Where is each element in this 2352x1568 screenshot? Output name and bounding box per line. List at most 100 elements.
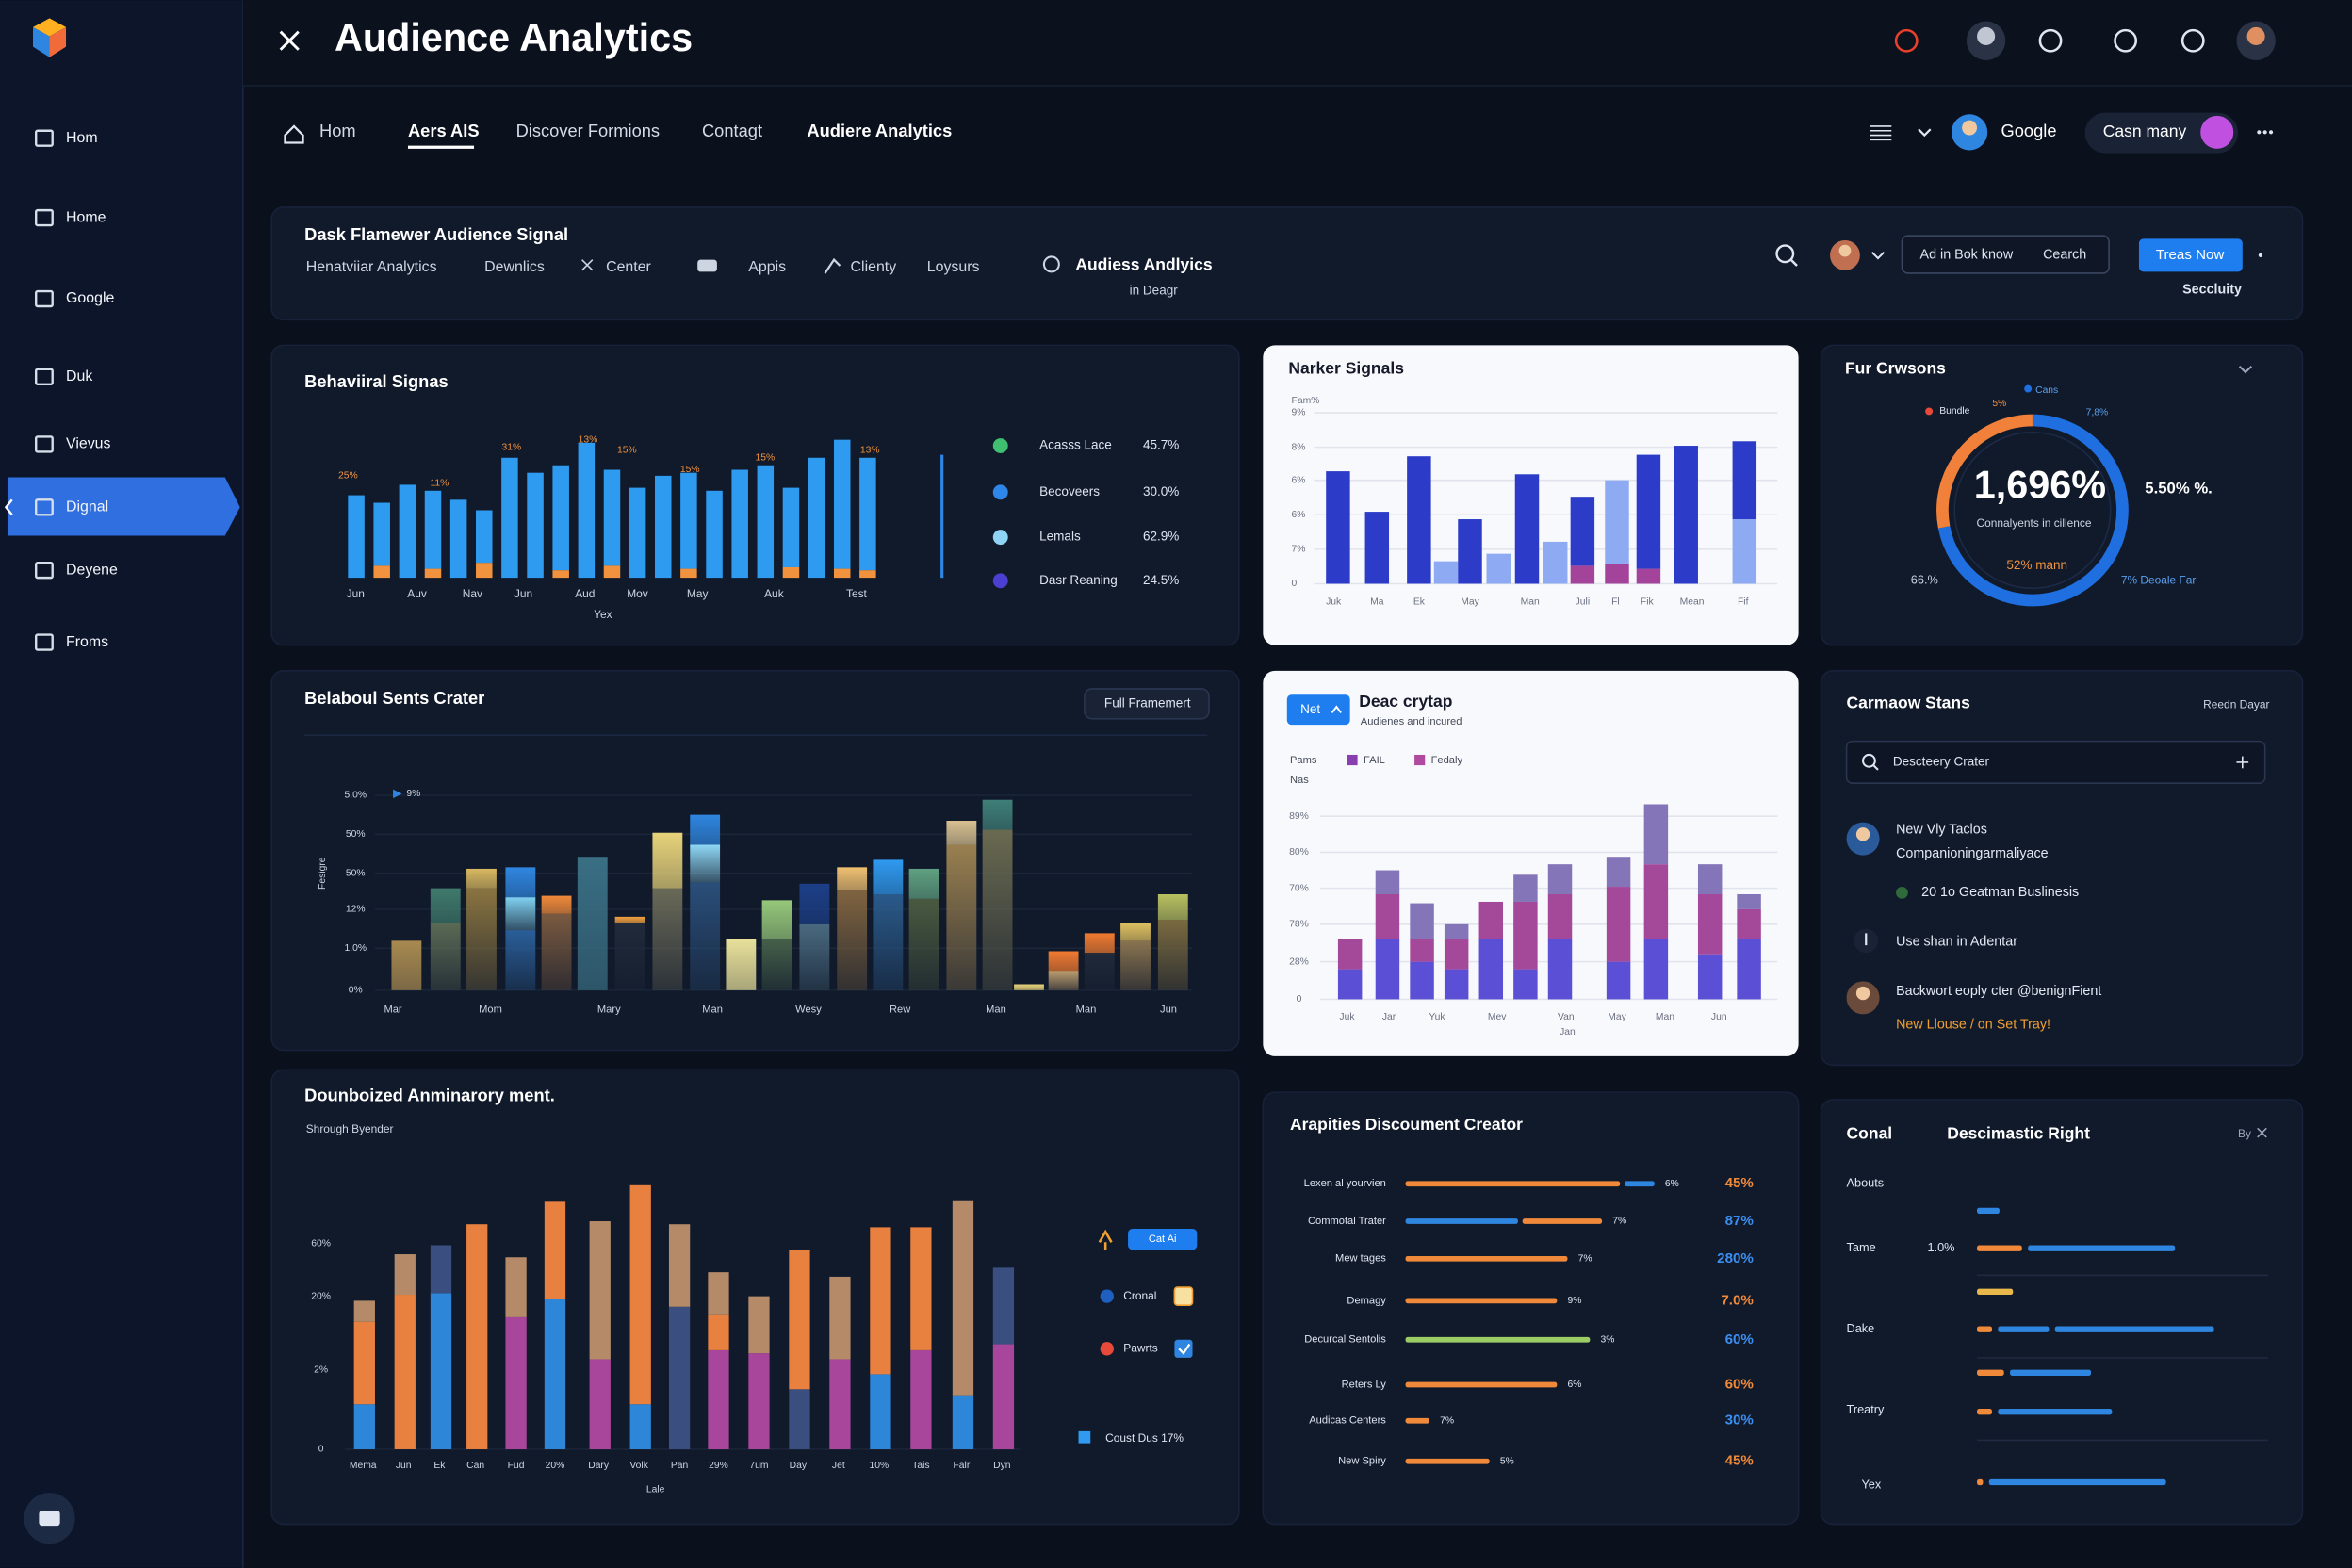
- x-tick-label: Dary: [588, 1461, 610, 1471]
- search-icon[interactable]: [1775, 244, 1795, 264]
- toolbar-icon[interactable]: [1894, 28, 1919, 53]
- checkbox[interactable]: [1173, 1286, 1194, 1306]
- panel-action[interactable]: Reedn Dayar: [2203, 698, 2269, 711]
- search-box[interactable]: [1845, 740, 2266, 784]
- sidebar-icon: [35, 289, 54, 308]
- bar: [1606, 961, 1631, 1000]
- sidebar-item[interactable]: Duk: [66, 368, 92, 384]
- toolbar-icon[interactable]: [2114, 28, 2138, 53]
- nav-tab[interactable]: Aers AIS: [408, 121, 480, 140]
- active-item[interactable]: [7, 477, 240, 536]
- search-input[interactable]: [1901, 235, 2110, 274]
- legend-label: Cans: [2035, 385, 2058, 396]
- chevron: [4, 498, 13, 516]
- bar: [799, 923, 830, 990]
- annotation: 52% mann: [2006, 558, 2067, 572]
- filter-item[interactable]: Appis: [748, 259, 786, 275]
- chevron[interactable]: [2238, 365, 2253, 374]
- bar: [1544, 541, 1568, 584]
- nav-tab[interactable]: Audiere Analytics: [807, 121, 952, 140]
- bar: [652, 832, 683, 889]
- bar: [761, 939, 792, 990]
- list-item[interactable]: New Llouse / on Set Tray!: [1896, 1017, 2050, 1032]
- x-tick-label: Pan: [671, 1461, 689, 1471]
- bar: [1014, 984, 1044, 990]
- panel-action[interactable]: By: [2238, 1127, 2251, 1140]
- chevron: [1870, 251, 1886, 260]
- bar: [654, 475, 672, 579]
- row-small-label: 6%: [1665, 1179, 1679, 1189]
- bar: [1405, 1417, 1430, 1424]
- bar: [731, 469, 748, 579]
- bar: [476, 510, 493, 564]
- legend-label: 9%: [406, 789, 420, 799]
- sidebar-item[interactable]: Deyene: [66, 562, 118, 578]
- sidebar-item[interactable]: Home: [66, 209, 106, 225]
- panel-title: Behaviiral Signas: [304, 371, 449, 391]
- bar: [527, 472, 544, 579]
- x-tick-label: Volk: [629, 1461, 648, 1471]
- annotation: 25%: [338, 471, 358, 482]
- bar: [1998, 1409, 2113, 1415]
- button[interactable]: [1084, 688, 1210, 720]
- annotation: 7% Deoale Far: [2121, 573, 2197, 586]
- primary-button[interactable]: [2138, 238, 2243, 272]
- bar: [1364, 512, 1390, 584]
- x-tick-label: 10%: [869, 1461, 889, 1471]
- sidebar-item[interactable]: Dignal: [66, 499, 108, 515]
- sidebar-item[interactable]: Froms: [66, 634, 108, 650]
- x-tick-label: Fif: [1738, 596, 1749, 607]
- bar: [552, 465, 569, 571]
- tag[interactable]: [1286, 694, 1350, 726]
- filter-item[interactable]: Clienty: [851, 259, 897, 275]
- workspace-pill[interactable]: [2084, 112, 2239, 154]
- bar: [430, 1293, 452, 1449]
- legend-label: Pams: [1290, 755, 1317, 766]
- bar: [782, 566, 800, 579]
- list-item[interactable]: Backwort eoply cter @benignFient: [1896, 984, 2101, 999]
- panel-subtitle: Audienes and incured: [1361, 716, 1462, 727]
- legend-pill[interactable]: [1128, 1228, 1198, 1250]
- x-axis-label: Lale: [646, 1485, 665, 1495]
- sidebar-item[interactable]: Vievus: [66, 436, 111, 452]
- toolbar-icon[interactable]: [2038, 28, 2063, 53]
- list-item[interactable]: Companioningarmaliyace: [1896, 846, 2049, 861]
- bar: [1514, 474, 1540, 584]
- bar: [708, 1349, 729, 1449]
- bar: [1977, 1478, 1984, 1486]
- annotation: 31%: [501, 442, 521, 452]
- x-tick-label: Man: [1076, 1004, 1097, 1016]
- sidebar-item[interactable]: Hom: [66, 130, 98, 146]
- x-tick-label: Man: [986, 1004, 1006, 1016]
- toolbar-icon[interactable]: [2180, 28, 2205, 53]
- bar: [992, 1267, 1015, 1345]
- filter-item[interactable]: Center: [606, 259, 651, 275]
- checkbox[interactable]: [1174, 1339, 1193, 1358]
- bar: [1643, 864, 1669, 939]
- nav-tab[interactable]: Discover Formions: [516, 121, 661, 140]
- sidebar-item[interactable]: Google: [66, 290, 114, 306]
- annotation: 15%: [680, 465, 700, 475]
- filter-item[interactable]: Dewnlics: [484, 259, 545, 275]
- x-tick-label: Jet: [832, 1461, 845, 1471]
- filter-item[interactable]: Loysurs: [927, 259, 980, 275]
- y-tick-label: 0: [318, 1445, 324, 1455]
- sidebar-icon: [35, 208, 54, 227]
- nav-tab[interactable]: Contagt: [702, 121, 762, 140]
- report-link[interactable]: Audiess Andlyics: [1075, 255, 1212, 274]
- button-label: Full Framemert: [1104, 695, 1191, 710]
- nav-tab[interactable]: Hom: [319, 121, 356, 140]
- filter-item[interactable]: Henatviiar Analytics: [306, 259, 437, 275]
- account[interactable]: Google: [2001, 121, 2057, 140]
- bar: [505, 897, 536, 931]
- bar: [1337, 969, 1363, 1000]
- bar: [726, 939, 757, 990]
- bar: [652, 888, 683, 990]
- x-tick-label: Man: [702, 1004, 723, 1016]
- list-item[interactable]: New Vly Taclos: [1896, 822, 1987, 837]
- add-button[interactable]: [2200, 115, 2234, 149]
- y-tick-label: 80%: [1289, 847, 1309, 858]
- list-item[interactable]: Use shan in Adentar: [1896, 935, 2017, 950]
- list-item[interactable]: 20 1o Geatman Buslinesis: [1921, 885, 2079, 900]
- x-tick-label: 29%: [709, 1461, 728, 1471]
